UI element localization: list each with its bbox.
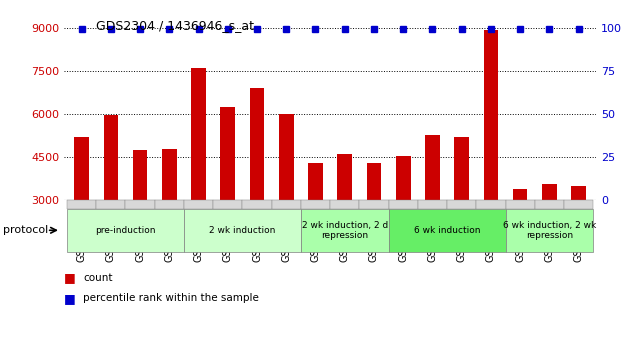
Bar [133, 150, 147, 200]
Bar [74, 137, 89, 200]
Bar [337, 154, 352, 200]
Text: ■: ■ [64, 292, 76, 305]
Bar [483, 30, 498, 200]
Bar [513, 189, 528, 200]
Bar [571, 186, 586, 200]
Bar [425, 136, 440, 200]
Text: 2 wk induction, 2 d
repression: 2 wk induction, 2 d repression [302, 220, 388, 240]
Bar [367, 163, 381, 200]
Text: 6 wk induction: 6 wk induction [414, 226, 480, 235]
Bar [191, 68, 206, 200]
Bar [104, 115, 118, 200]
Text: count: count [83, 273, 113, 283]
Bar [279, 115, 294, 200]
Text: pre-induction: pre-induction [96, 226, 156, 235]
Bar [542, 184, 556, 200]
Bar [454, 137, 469, 200]
Bar [396, 156, 410, 200]
Text: GDS2304 / 1436946_s_at: GDS2304 / 1436946_s_at [96, 19, 254, 32]
Bar [308, 163, 323, 200]
Text: protocol: protocol [3, 225, 49, 235]
Bar [250, 88, 264, 200]
Text: percentile rank within the sample: percentile rank within the sample [83, 294, 259, 303]
Text: 2 wk induction: 2 wk induction [209, 226, 276, 235]
Bar [162, 149, 177, 200]
Text: ■: ■ [64, 271, 76, 284]
Bar [221, 107, 235, 200]
Text: 6 wk induction, 2 wk
repression: 6 wk induction, 2 wk repression [503, 220, 596, 240]
